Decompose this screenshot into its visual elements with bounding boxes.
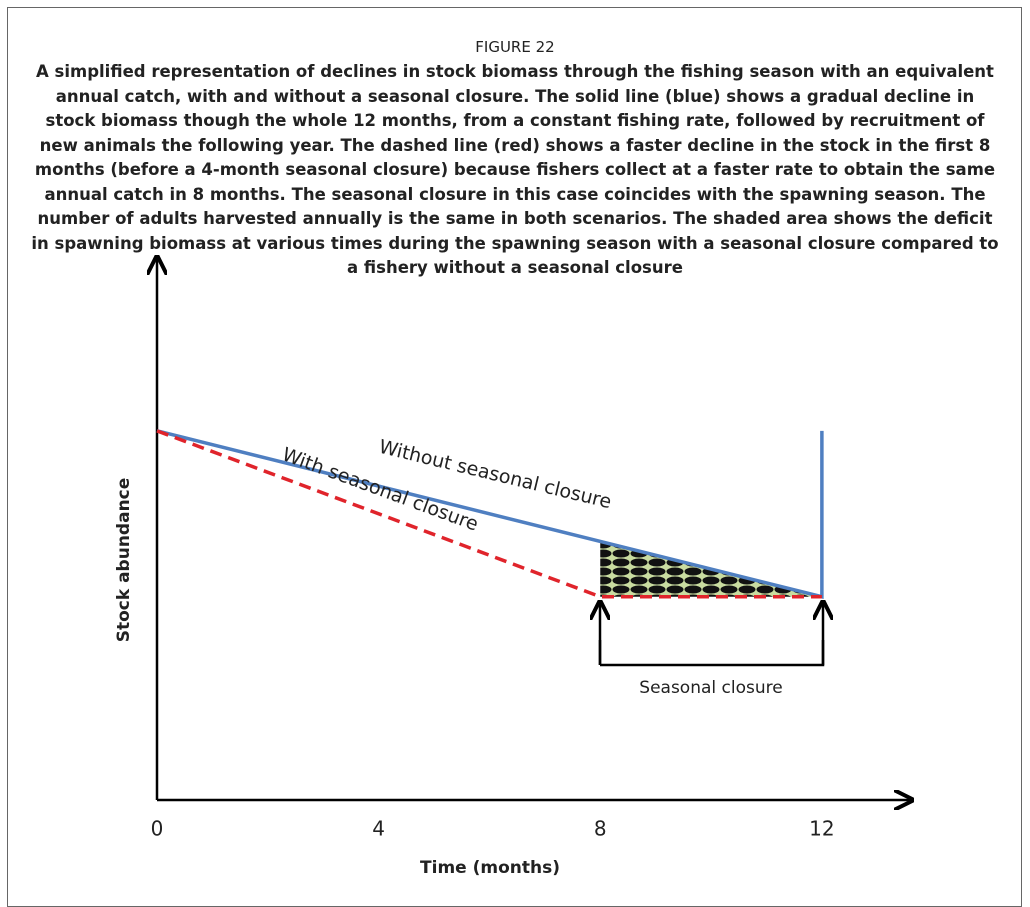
series-line xyxy=(156,429,822,599)
x-axis-label: Time (months) xyxy=(420,858,560,878)
x-tick-label: 12 xyxy=(809,817,834,841)
annotation: Seasonal closure xyxy=(639,678,782,698)
x-tick-label: 4 xyxy=(372,817,385,841)
plot: 0 4 8 12 xyxy=(151,429,835,841)
x-tick-label: 0 xyxy=(151,817,164,841)
closure-bracket xyxy=(598,640,825,667)
x-tick-label: 8 xyxy=(594,817,607,841)
figure-label: FIGURE 22 xyxy=(475,38,555,56)
series-line xyxy=(156,429,824,599)
caption: A simplified representation of declines … xyxy=(31,62,999,277)
y-axis-label: Stock abundance xyxy=(114,478,134,643)
